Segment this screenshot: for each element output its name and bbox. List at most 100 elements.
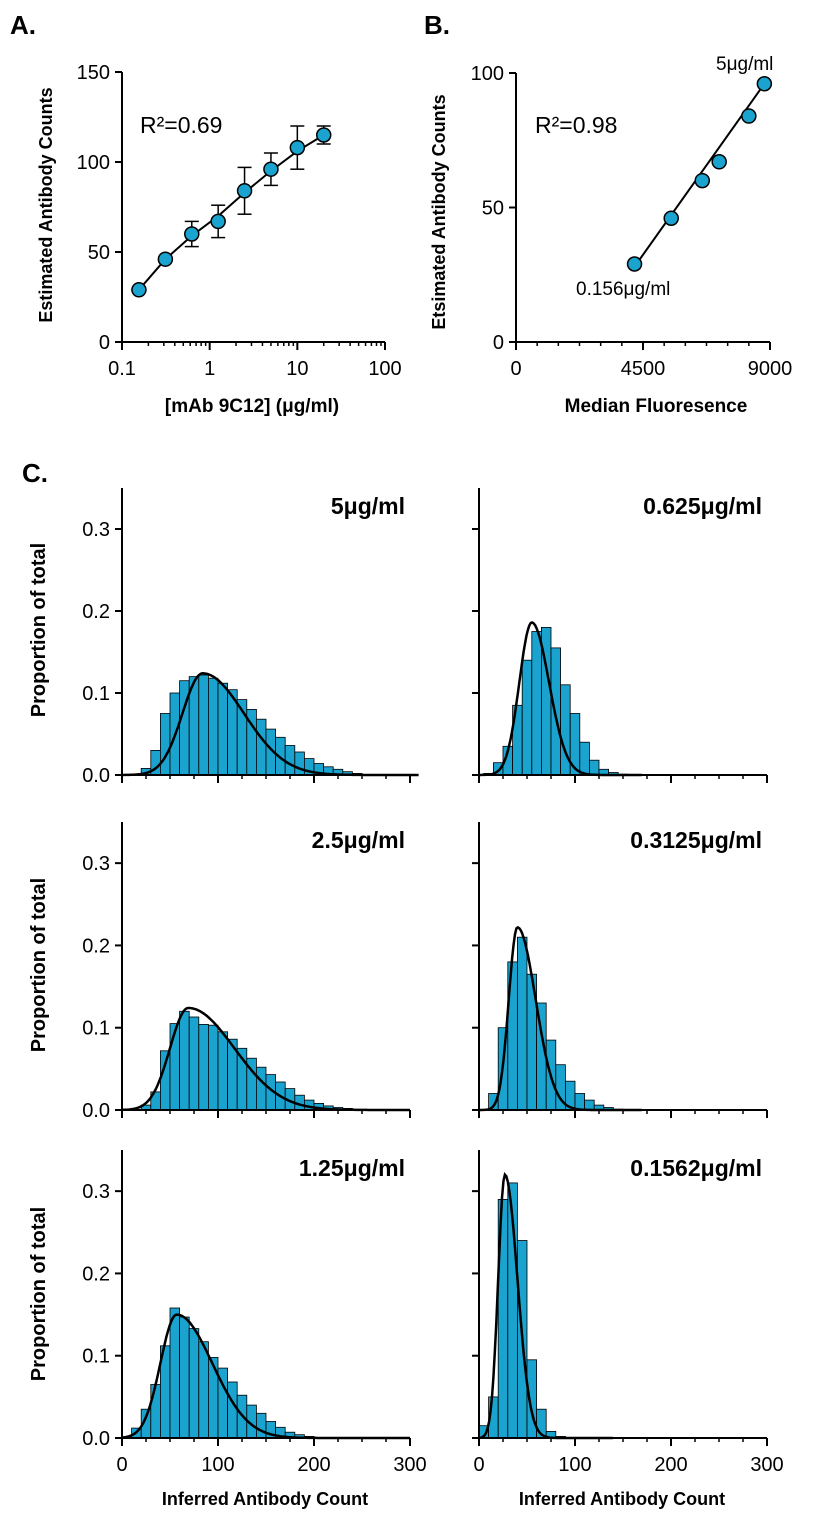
histogram-bar (517, 936, 528, 1111)
y-tick-label-b: 100 (471, 63, 504, 85)
panel-label-c: C. (22, 458, 48, 488)
histogram-bar (217, 682, 229, 776)
x-tick-label-b: 0 (510, 358, 521, 380)
x-tick-label: 300 (750, 1454, 783, 1476)
y-tick-label: 0.2 (82, 601, 110, 623)
data-point-a (157, 251, 174, 267)
histogram-bar (255, 718, 267, 776)
data-point-a (289, 139, 306, 156)
data-point-b (694, 172, 711, 189)
histogram-bar (579, 741, 590, 776)
histogram-panel: 0.3125μg/ml (472, 822, 768, 1118)
r2-annotation-b: R²=0.98 (535, 112, 617, 138)
data-point-a (315, 127, 332, 143)
x-tick-label: 0 (473, 1454, 484, 1476)
histogram-title: 2.5μg/ml (312, 827, 405, 853)
x-axis-title-a: [mAb 9C12] (μg/ml) (165, 396, 339, 417)
histogram-title: 0.3125μg/ml (630, 827, 762, 853)
y-axis-title-c3: Proportion of total (28, 1207, 50, 1381)
panel-label-b: B. (424, 10, 450, 40)
histogram-bar (159, 1050, 171, 1111)
y-tick-label: 0.1 (82, 1346, 110, 1368)
y-tick-label-b: 0 (493, 332, 504, 354)
data-point-a (263, 161, 279, 177)
chart-b: R²=0.98 5μg/ml 0.156μg/ml Etsimated Anti… (429, 54, 792, 417)
histogram-panel: 0 100 200 300 0.1562μg/ml (472, 1150, 784, 1476)
histogram-bar (150, 1384, 161, 1439)
data-point-b (626, 256, 643, 272)
y-tick-label-b: 50 (482, 198, 504, 220)
histogram-bar (294, 751, 305, 776)
histogram-bar (584, 1099, 595, 1111)
point-label-high: 5μg/ml (716, 54, 773, 75)
histogram-panel: 0.0 0.1 0.2 0.3 5μg/ml (82, 488, 419, 787)
histogram-bar (255, 1066, 267, 1111)
histogram-bar (198, 1341, 209, 1439)
data-point-b (741, 108, 757, 124)
data-point-a (210, 213, 226, 230)
y-axis-title-c2: Proportion of total (28, 878, 50, 1052)
y-tick-label-a: 100 (77, 152, 110, 174)
panel-label-a: A. (10, 10, 36, 40)
histogram-bar (188, 1328, 200, 1439)
histogram-bar (198, 674, 209, 776)
histogram-bar (284, 745, 296, 776)
y-tick-label-a: 150 (77, 62, 110, 84)
histogram-bar (521, 659, 533, 776)
histogram-panel: 0.0 0.1 0.2 0.3 0 100 200 300 1.25μg/ml (82, 1150, 427, 1476)
y-tick-label: 0.0 (82, 765, 110, 787)
x-tick-label-a: 0.1 (108, 358, 136, 380)
data-point-b (711, 154, 727, 170)
y-tick-label-a: 0 (99, 332, 110, 354)
y-tick-label: 0.1 (82, 683, 110, 705)
y-tick-label-a: 50 (88, 242, 110, 264)
data-point-b (663, 210, 679, 227)
data-point-a (236, 183, 253, 199)
y-tick-label: 0.0 (82, 1100, 110, 1122)
histogram-title: 5μg/ml (331, 493, 405, 519)
x-tick-label: 100 (201, 1454, 234, 1476)
histogram-bar (574, 1093, 586, 1111)
histogram-bar (217, 1031, 229, 1111)
histogram-bar (227, 1381, 238, 1439)
data-point-b (756, 76, 773, 92)
data-point-a (131, 282, 147, 298)
chart-a: R²=0.69 Estimated Antibody Counts [mAb 9… (36, 62, 402, 417)
histogram-title: 0.625μg/ml (643, 493, 762, 519)
x-tick-label-a: 100 (368, 358, 401, 380)
y-tick-label: 0.3 (82, 519, 110, 541)
y-tick-label: 0.2 (82, 935, 110, 957)
histogram-bar (179, 1316, 190, 1439)
x-axis-title-c-right: Inferred Antibody Count (519, 1489, 725, 1509)
y-tick-label: 0.1 (82, 1018, 110, 1040)
histogram-bar (531, 631, 542, 776)
y-axis-title-c1: Proportion of total (28, 543, 50, 717)
y-tick-label: 0.2 (82, 1263, 110, 1285)
histogram-bar (169, 1023, 181, 1111)
y-axis-title-b: Etsimated Antibody Counts (429, 94, 449, 329)
x-tick-label-b: 4500 (621, 358, 666, 380)
histogram-bar (198, 1024, 209, 1111)
histogram-bar (589, 759, 600, 776)
x-tick-label: 300 (393, 1454, 426, 1476)
x-tick-label: 0 (116, 1454, 127, 1476)
y-tick-label: 0.3 (82, 853, 110, 875)
x-tick-label-a: 1 (204, 358, 215, 380)
histogram-bar (159, 713, 171, 776)
histogram-panel: 0.0 0.1 0.2 0.3 2.5μg/ml (82, 822, 411, 1122)
histogram-bar (169, 1307, 181, 1439)
histogram-grid: Proportion of total Proportion of total … (28, 488, 784, 1509)
histogram-bar (207, 1024, 219, 1111)
r2-annotation-a: R²=0.69 (140, 112, 222, 138)
histogram-panel: 0.625μg/ml (472, 488, 768, 783)
data-point-a (184, 226, 200, 242)
point-label-low: 0.156μg/ml (576, 279, 670, 300)
histogram-title: 0.1562μg/ml (630, 1155, 762, 1181)
y-axis-title-a: Estimated Antibody Counts (36, 87, 56, 322)
x-tick-label: 200 (297, 1454, 330, 1476)
histogram-bar (188, 1016, 200, 1111)
histogram-bar (207, 677, 219, 776)
x-axis-title-c-left: Inferred Antibody Count (162, 1489, 368, 1509)
x-tick-label-a: 10 (286, 358, 308, 380)
